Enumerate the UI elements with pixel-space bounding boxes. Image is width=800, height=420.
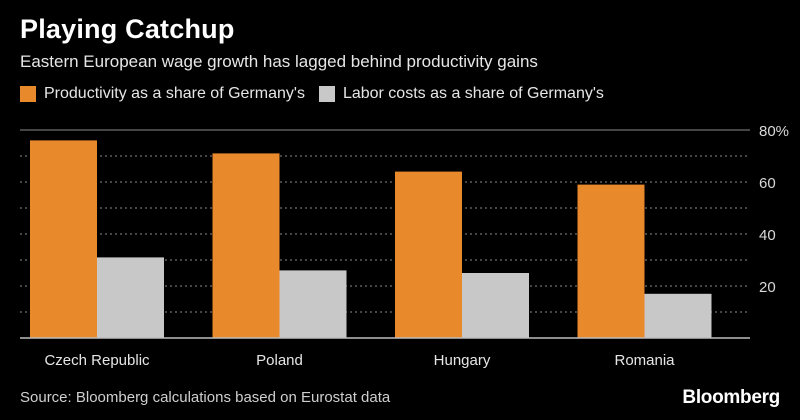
x-tick-label: Romania (614, 352, 675, 369)
bar-labor-costs (97, 257, 164, 338)
brand-logo: Bloomberg (682, 387, 780, 408)
bar-productivity (395, 171, 462, 338)
chart-title: Playing Catchup (20, 14, 235, 44)
bar-productivity (212, 153, 280, 338)
bar-labor-costs (462, 273, 529, 338)
legend-label-labor: Labor costs as a share of Germany's (342, 85, 604, 102)
y-tick-label: 80% (759, 123, 789, 140)
legend-label-productivity: Productivity as a share of Germany's (44, 85, 305, 102)
bar-productivity (577, 184, 645, 338)
bar-labor-costs (279, 270, 347, 338)
y-tick-label: 20 (759, 279, 776, 296)
y-tick-label: 40 (759, 227, 776, 244)
y-tick-label: 60 (759, 175, 776, 192)
legend-swatch-labor (318, 86, 335, 102)
bar-labor-costs (644, 293, 712, 338)
source-note: Source: Bloomberg calculations based on … (20, 389, 391, 406)
legend-item-productivity: Productivity as a share of Germany's (20, 85, 305, 103)
x-tick-label: Hungary (434, 352, 491, 369)
legend-item-labor: Labor costs as a share of Germany's (318, 85, 604, 103)
bar-productivity (30, 140, 97, 338)
x-tick-label: Poland (256, 352, 303, 369)
chart-subtitle: Eastern European wage growth has lagged … (20, 52, 538, 71)
x-tick-label: Czech Republic (44, 352, 150, 369)
legend: Productivity as a share of Germany's Lab… (20, 85, 618, 103)
legend-swatch-productivity (20, 86, 36, 102)
